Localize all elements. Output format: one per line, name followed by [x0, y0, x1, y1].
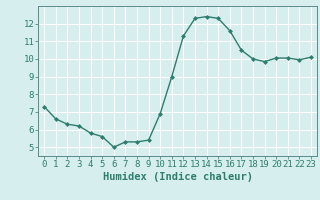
X-axis label: Humidex (Indice chaleur): Humidex (Indice chaleur) — [103, 172, 252, 182]
